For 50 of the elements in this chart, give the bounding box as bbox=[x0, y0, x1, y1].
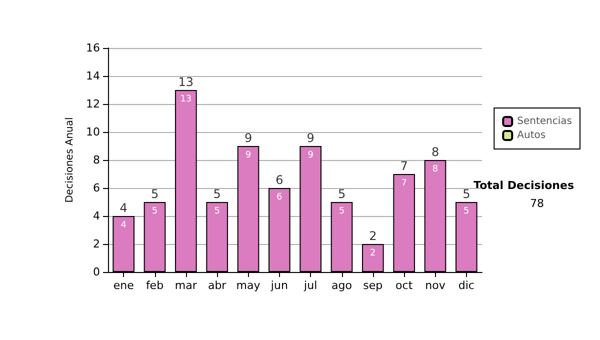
x-tick-label: mar bbox=[174, 279, 198, 292]
legend-label: Sentencias bbox=[517, 116, 572, 127]
data-label: 7 bbox=[401, 178, 407, 188]
total-label: 8 bbox=[431, 145, 440, 159]
data-label: 5 bbox=[214, 206, 220, 216]
data-label: 6 bbox=[276, 192, 283, 202]
y-tick-label: 8 bbox=[93, 154, 100, 166]
y-tick-label: 14 bbox=[86, 70, 100, 82]
total-label: 13 bbox=[178, 75, 194, 89]
x-tick-label: feb bbox=[146, 279, 164, 292]
total-label: 7 bbox=[400, 159, 408, 173]
x-tick-label: ene bbox=[113, 279, 134, 292]
data-label: 13 bbox=[180, 94, 192, 104]
total-label: 5 bbox=[213, 187, 221, 201]
y-tick-label: 2 bbox=[93, 238, 100, 250]
x-tick-label: jun bbox=[270, 279, 288, 292]
y-tick-label: 10 bbox=[86, 126, 100, 138]
total-label: 5 bbox=[462, 187, 470, 201]
total-label: 2 bbox=[369, 229, 377, 243]
y-tick-label: 12 bbox=[86, 98, 100, 110]
data-label: 5 bbox=[152, 206, 158, 216]
x-tick-label: oct bbox=[396, 279, 414, 292]
y-tick-label: 16 bbox=[86, 42, 100, 54]
total-label: 4 bbox=[120, 201, 128, 215]
y-axis-title: Decisiones Anual bbox=[64, 117, 76, 203]
data-label: 5 bbox=[464, 206, 470, 216]
total-label: 9 bbox=[244, 131, 252, 145]
annotation: Total Decisiones bbox=[474, 179, 574, 192]
total-label: 5 bbox=[150, 187, 159, 201]
total-label: 5 bbox=[338, 187, 346, 201]
x-tick-label: nov bbox=[425, 279, 446, 292]
x-tick-label: may bbox=[236, 279, 261, 292]
x-tick-label: dic bbox=[458, 279, 474, 292]
x-tick-label: jul bbox=[303, 279, 318, 292]
x-tick-label: ago bbox=[332, 279, 352, 292]
total-label: 9 bbox=[306, 131, 314, 145]
y-tick-label: 6 bbox=[93, 182, 100, 194]
data-label: 8 bbox=[432, 164, 438, 174]
total-label: 6 bbox=[276, 173, 284, 187]
data-label: 2 bbox=[370, 248, 376, 258]
data-label: 9 bbox=[308, 150, 314, 160]
legend-label: Autos bbox=[517, 130, 546, 141]
data-label: 5 bbox=[338, 206, 345, 216]
y-tick-label: 0 bbox=[93, 266, 100, 278]
text: 78 bbox=[530, 197, 544, 210]
x-tick-label: sep bbox=[363, 279, 383, 292]
y-tick-label: 4 bbox=[93, 210, 100, 222]
x-tick-label: abr bbox=[208, 279, 227, 292]
data-label: 4 bbox=[120, 220, 127, 230]
data-label: 9 bbox=[245, 150, 252, 160]
